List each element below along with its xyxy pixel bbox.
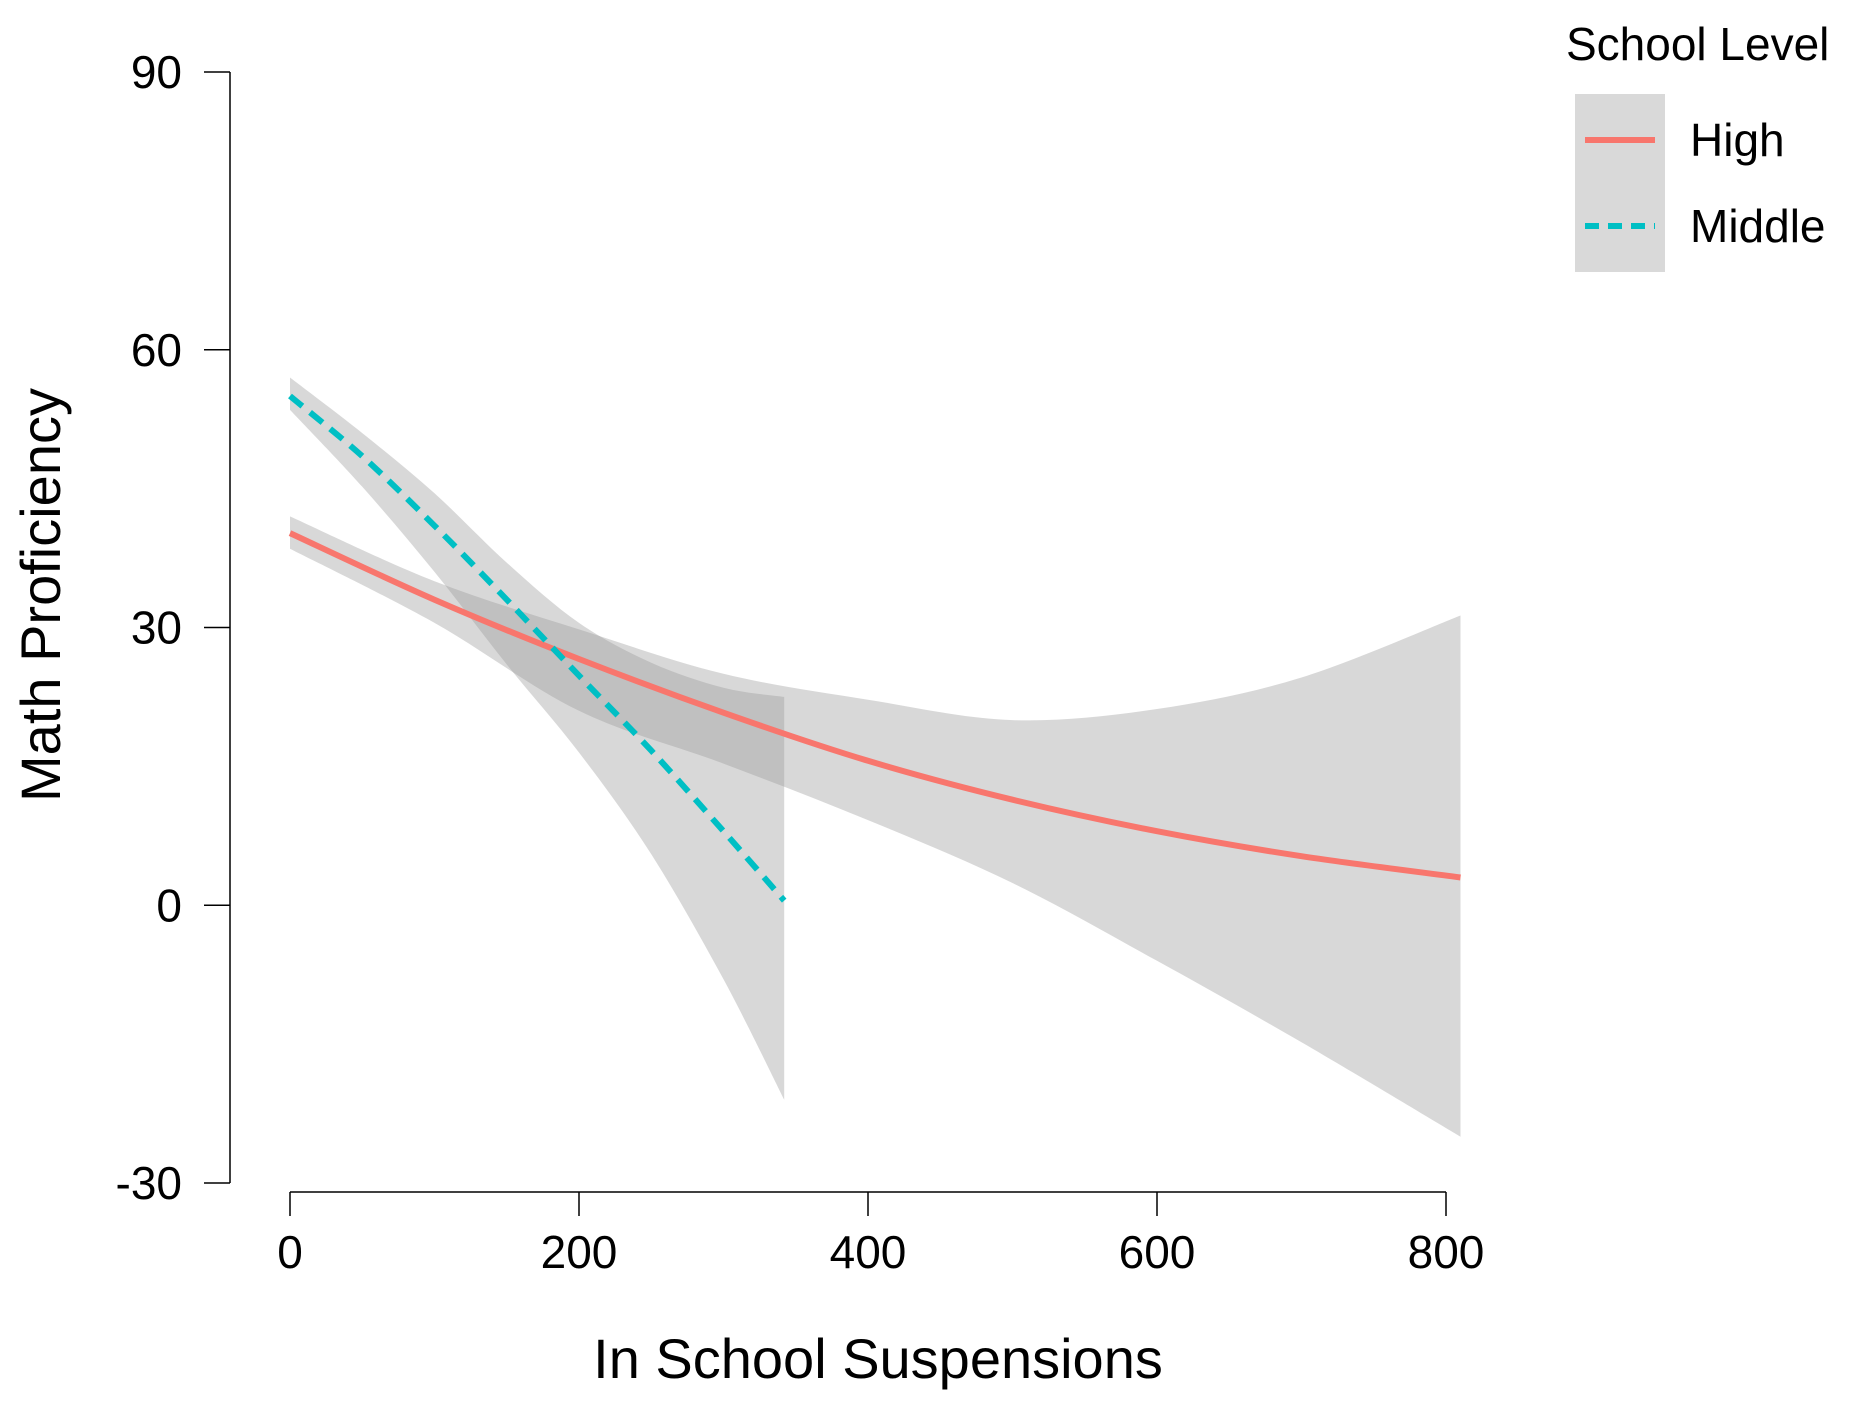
x-tick-label: 400 — [830, 1226, 907, 1278]
legend: School Level High Middle — [1566, 18, 1829, 272]
legend-label-middle: Middle — [1690, 200, 1826, 252]
axes: -30 0 30 60 90 0 200 400 600 800 — [116, 46, 1485, 1278]
legend-key-background — [1575, 94, 1665, 272]
y-axis-title: Math Proficiency — [9, 388, 72, 802]
y-tick-label: 30 — [131, 602, 182, 654]
legend-label-high: High — [1690, 114, 1785, 166]
y-tick-label: 0 — [156, 879, 182, 931]
confidence-bands — [290, 377, 1461, 1137]
series-line-middle — [288, 393, 787, 903]
ci-band-middle — [290, 377, 785, 1100]
x-tick-label: 800 — [1408, 1226, 1485, 1278]
y-tick-label: -30 — [116, 1157, 182, 1209]
x-tick-label: 0 — [277, 1226, 303, 1278]
y-tick-label: 90 — [131, 46, 182, 98]
series-lines — [288, 393, 1461, 903]
x-axis-title: In School Suspensions — [593, 1327, 1163, 1390]
x-tick-label: 200 — [541, 1226, 618, 1278]
y-tick-label: 60 — [131, 324, 182, 376]
series-line-high — [288, 530, 1461, 881]
ci-band-high — [290, 516, 1461, 1137]
x-tick-label: 600 — [1119, 1226, 1196, 1278]
legend-title: School Level — [1566, 18, 1829, 70]
